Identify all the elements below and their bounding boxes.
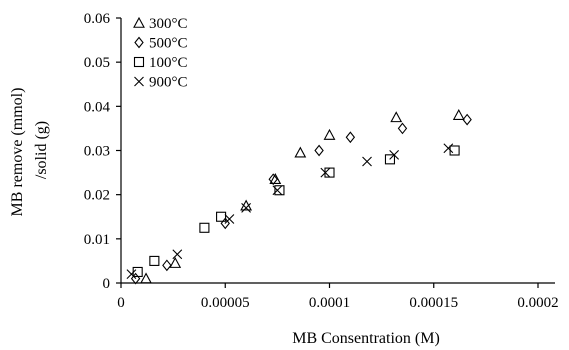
diamond-data-point (268, 173, 278, 186)
legend-diamond-icon (134, 36, 144, 49)
square-data-point (324, 167, 335, 178)
y-axis-label-line-1: MB remove (mmol) (9, 88, 26, 217)
y-tick-label: 0 (103, 276, 111, 292)
square-data-point (384, 154, 396, 165)
y-axis-label: MB remove (mmol) /solid (g) (9, 84, 50, 217)
x-tick-label: 0.00005 (201, 295, 250, 311)
x-data-point (389, 150, 400, 160)
legend-x-icon (134, 76, 144, 87)
y-tick-label: 0.04 (84, 99, 111, 115)
x-data-point (224, 214, 235, 224)
x-tick-label: 0 (117, 295, 125, 311)
x-data-point (241, 203, 251, 213)
diamond-data-point (397, 122, 408, 135)
legend-label: 300°C (149, 16, 188, 32)
square-data-point (216, 211, 227, 222)
y-tick-label: 0.01 (84, 232, 110, 248)
legend-square-icon (133, 56, 145, 68)
square-data-point (199, 222, 210, 233)
x-data-point (362, 156, 372, 167)
square-data-point (274, 185, 285, 196)
legend-label: 900°C (149, 75, 188, 91)
y-tick-label: 0.03 (84, 144, 110, 160)
legend-label: 500°C (149, 36, 188, 52)
triangle-data-point (294, 146, 307, 158)
diamond-data-point (345, 131, 356, 144)
x-data-point (320, 167, 331, 178)
diamond-data-point (162, 259, 172, 272)
legend-label: 100°C (149, 55, 188, 71)
square-data-point (449, 145, 460, 156)
x-data-point (172, 249, 183, 260)
x-data-point (443, 143, 454, 154)
y-tick-label: 0.02 (84, 188, 110, 204)
diamond-data-point (314, 144, 324, 157)
triangle-data-point (390, 111, 403, 123)
data-points (126, 109, 472, 285)
x-axis-label: MB Consentration (M) (292, 330, 440, 347)
triangle-data-point (452, 109, 465, 120)
triangle-data-point (269, 173, 282, 185)
x-tick-label: 0.00015 (409, 295, 458, 311)
triangle-data-point (169, 256, 182, 268)
y-axis-label-line-2: /solid (g) (33, 121, 50, 179)
x-tick-label: 0.0002 (517, 295, 558, 311)
x-ticks: 0 0.00005 0.0001 0.00015 0.0002 (117, 283, 559, 311)
y-tick-label: 0.05 (84, 55, 110, 71)
y-ticks: 0 0.01 0.02 0.03 0.04 0.05 0.06 (84, 11, 121, 292)
legend-triangle-icon (133, 16, 145, 28)
x-tick-label: 0.0001 (309, 295, 350, 311)
square-data-point (149, 255, 160, 266)
x-data-point (126, 269, 137, 280)
triangle-data-point (323, 128, 336, 140)
x-data-point (272, 185, 283, 196)
triangle-data-point (140, 272, 152, 284)
y-tick-label: 0.06 (84, 11, 111, 27)
legend: 300°C 500°C 100°C 900°C (133, 16, 188, 91)
diamond-data-point (462, 113, 472, 126)
